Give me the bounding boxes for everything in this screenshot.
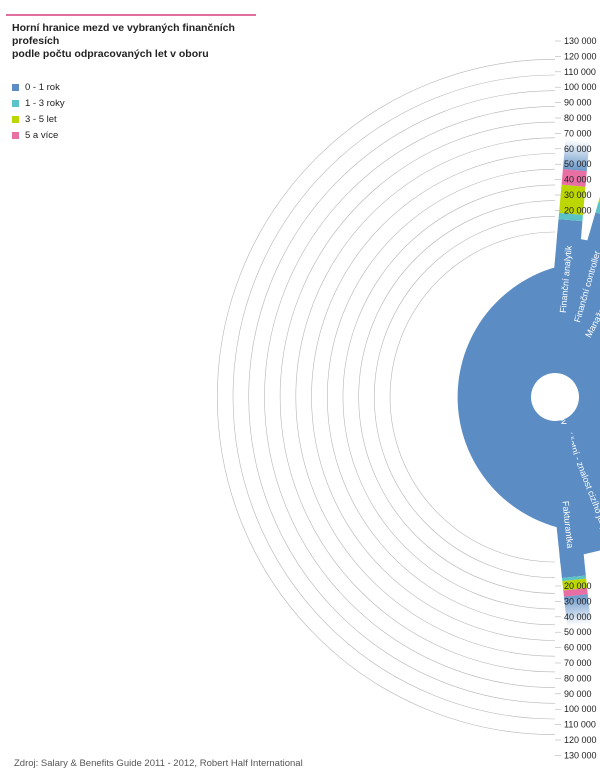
spoke: Fakturantka [545,423,591,627]
chart-title-line-2: podle počtu odpracovaných let v oboru [12,48,209,60]
tick-label: 60 000 [564,144,592,154]
legend-swatch [12,83,19,91]
grid-arc [374,216,556,578]
bar-segment [587,212,600,247]
spoke: Finanční manažer [564,265,600,385]
bar-segment [561,575,587,582]
legend-swatch [12,115,19,123]
legend-item: 3 - 5 let [12,111,65,127]
tick-label: 70 000 [564,128,592,138]
grid-arc [279,121,556,673]
bar-segment [559,554,586,578]
grid-arc [342,184,556,610]
bar-segment [561,169,587,187]
tick-label: 20 000 [564,205,592,215]
tick-label: 60 000 [564,643,592,653]
tick-label: 30 000 [564,190,592,200]
tick-label: 80 000 [564,113,592,123]
legend-swatch [12,131,19,139]
tick-label: 100 000 [564,82,597,92]
legend-item: 0 - 1 rok [12,79,65,95]
hub-center-hole [531,373,579,421]
hub-sector [457,263,574,531]
grid-arc [217,59,556,735]
tick-label: 120 000 [564,51,597,61]
legend-swatch [12,99,19,107]
spoke-hub-arm [551,234,600,374]
tick-label: 110 000 [564,67,596,77]
grid-arc [389,231,556,563]
spoke-hub-arm [564,265,600,385]
bar-fade [563,594,591,627]
title-accent-rule [6,14,256,16]
tick-label: 100 000 [564,704,597,714]
source-note: Zdroj: Salary & Benefits Guide 2011 - 20… [14,758,303,769]
grid-arc [326,168,556,626]
spoke: Interní auditor [568,406,600,515]
legend-item: 5 a více [12,127,65,143]
tick-label: 40 000 [564,612,592,622]
tick-label: 90 000 [564,98,592,108]
tick-label: 40 000 [564,175,592,185]
bar-segment [556,219,583,239]
tick-label: 120 000 [564,735,597,745]
bar-segment [558,212,583,222]
legend-item: 1 - 3 roky [12,95,65,111]
legend-label: 3 - 5 let [25,113,57,125]
grid-arc [295,137,556,657]
tick-label: 20 000 [564,581,592,591]
tick-label: 80 000 [564,673,592,683]
tick-label: 130 000 [564,36,597,46]
legend-label: 5 a více [25,129,59,141]
chart-title: Horní hranice mezd ve vybraných finanční… [12,22,272,61]
grid-arc [358,200,556,594]
tick-label: 30 000 [564,596,592,606]
tick-label: 90 000 [564,689,592,699]
bar-segment [562,578,588,591]
grid-arc [248,90,556,704]
tick-label: 110 000 [564,720,596,730]
grid-arc [311,153,556,641]
chart-title-line-1: Horní hranice mezd ve vybraných finanční… [12,22,235,47]
bar-fade [562,139,590,172]
tick-label: 130 000 [564,750,597,760]
grid-arc [264,106,556,688]
legend-label: 0 - 1 rok [25,81,60,93]
tick-label: 70 000 [564,658,592,668]
spoke-hub-arm [557,244,600,378]
tick-label: 50 000 [564,627,592,637]
spoke-label: Fakturantka [560,500,575,548]
bar-segment [563,587,588,597]
legend-label: 1 - 3 roky [25,97,65,109]
tick-label: 50 000 [564,159,592,169]
grid-arc [232,74,556,720]
spoke-hub-arm [568,406,600,515]
spoke-hub-arm [545,423,585,564]
bar-segment [559,184,586,215]
legend: 0 - 1 rok 1 - 3 roky 3 - 5 let 5 a více [12,79,65,143]
